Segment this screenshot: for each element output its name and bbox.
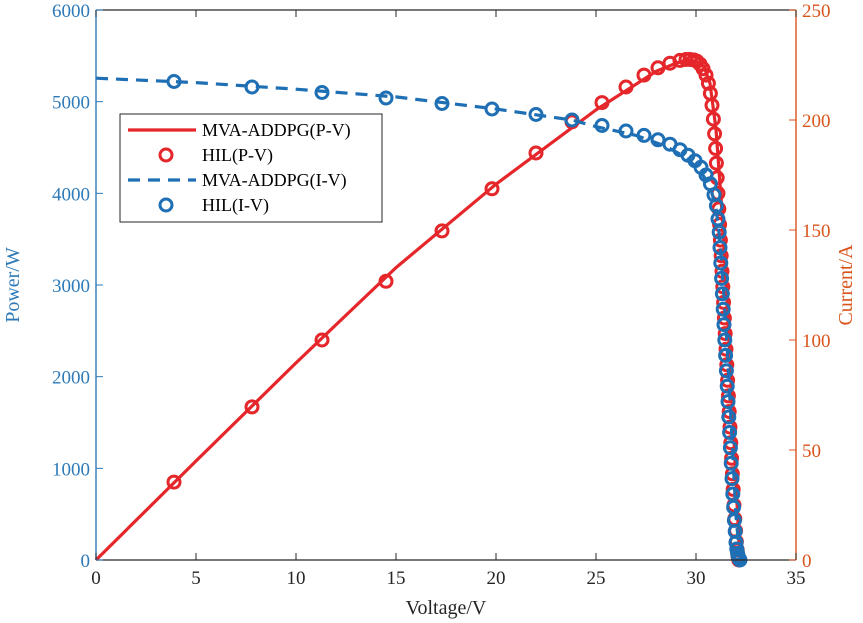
legend-item: MVA-ADDPG(I-V) (128, 170, 347, 191)
data-point (712, 240, 728, 256)
legend-item: HIL(P-V) (158, 145, 273, 166)
data-point (722, 440, 738, 456)
x-tick-label: 5 (191, 568, 201, 589)
y-left-tick-label: 2000 (52, 368, 90, 389)
y-right-tick-label: 150 (802, 221, 831, 242)
series-line (95, 76, 742, 561)
data-point (484, 181, 500, 197)
data-point (722, 424, 738, 440)
x-tick-label: 20 (487, 568, 506, 589)
data-point (314, 332, 330, 348)
data-point (708, 140, 724, 156)
legend-item: HIL(I-V) (158, 195, 269, 216)
data-point (721, 409, 737, 425)
data-point (378, 90, 394, 106)
data-point (705, 111, 721, 127)
legend-label: MVA-ADDPG(I-V) (202, 170, 347, 191)
data-point (718, 347, 734, 363)
data-point (713, 255, 729, 271)
data-point (528, 107, 544, 122)
data-point (717, 332, 733, 348)
legend-label: HIL(P-V) (202, 145, 273, 166)
data-point (721, 404, 737, 419)
data-point (484, 101, 500, 117)
data-point (723, 455, 739, 471)
y-left-tick-label: 0 (81, 551, 91, 572)
data-point (716, 317, 732, 333)
x-tick-label: 15 (387, 568, 406, 589)
data-point (594, 95, 610, 111)
y-left-axis-title: Power/W (2, 247, 24, 323)
data-point (166, 74, 182, 89)
y-right-axis-title: Current/A (835, 244, 857, 326)
data-point (704, 97, 720, 113)
legend-label: HIL(I-V) (202, 195, 269, 216)
data-point (528, 145, 544, 161)
legend-box (119, 113, 383, 223)
data-point (636, 67, 652, 83)
legend-marker (158, 197, 174, 213)
series-3 (95, 76, 742, 561)
data-point (718, 363, 734, 379)
x-tick-label: 35 (787, 568, 806, 589)
y-right-tick-label: 100 (802, 331, 831, 352)
y-left-tick-label: 6000 (52, 1, 90, 22)
data-point (244, 79, 260, 95)
plot-background (96, 10, 796, 560)
plot-area (96, 10, 796, 560)
x-tick-label: 25 (587, 568, 606, 589)
y-right-tick-label: 250 (802, 1, 831, 22)
data-point (698, 67, 714, 83)
data-point (564, 112, 580, 128)
y-right-tick-label: 50 (802, 441, 821, 462)
y-left-tick-label: 3000 (52, 276, 90, 297)
data-point (714, 286, 730, 302)
data-point (378, 273, 394, 289)
x-tick-label: 0 (91, 568, 101, 589)
legend-marker (158, 147, 174, 163)
x-tick-label: 10 (287, 568, 306, 589)
y-right-tick-label: 200 (802, 111, 831, 132)
data-point (672, 52, 688, 68)
x-axis-title: Voltage/V (406, 597, 487, 619)
data-point (618, 79, 634, 95)
series-4 (166, 74, 748, 568)
data-point (724, 471, 740, 487)
x-tick-label: 30 (687, 568, 706, 589)
data-point (166, 474, 182, 490)
data-point (715, 301, 731, 317)
legend: MVA-ADDPG(P-V) HIL(P-V) MVA-ADDPG(I-V) HIL(… (119, 113, 383, 223)
data-point (434, 223, 450, 239)
data-point (650, 60, 666, 76)
data-point (594, 118, 610, 133)
data-point (314, 85, 330, 100)
data-point (720, 394, 736, 410)
data-point (711, 224, 727, 240)
legend-item: MVA-ADDPG(P-V) (128, 120, 351, 141)
data-point (707, 126, 723, 142)
data-point (636, 127, 652, 143)
data-point (722, 419, 738, 435)
data-point (714, 270, 730, 286)
data-point (618, 123, 634, 139)
y-left-tick-label: 4000 (52, 184, 90, 205)
legend-label: MVA-ADDPG(P-V) (202, 120, 351, 141)
y-left-tick-label: 1000 (52, 459, 90, 480)
y-right-tick-label: 0 (802, 551, 812, 572)
data-point (719, 378, 735, 394)
y-left-tick-label: 5000 (52, 93, 90, 114)
data-point (708, 155, 724, 171)
data-point (434, 96, 450, 111)
data-point (244, 399, 260, 415)
